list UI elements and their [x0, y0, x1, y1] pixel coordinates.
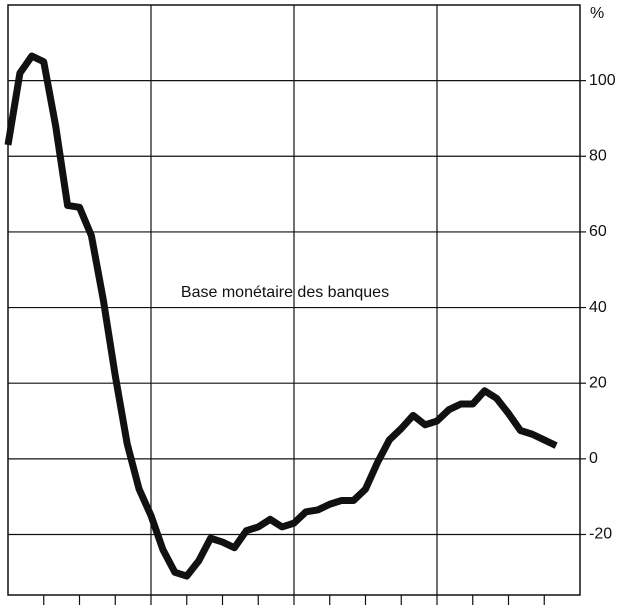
y-tick-label: 0	[589, 450, 598, 467]
data-line	[4, 52, 558, 580]
y-tick-label: -20	[589, 526, 612, 543]
y-tick-label: 100	[589, 72, 616, 89]
y-tick-label: 20	[589, 374, 607, 391]
y-tick-label: 80	[589, 148, 607, 165]
y-tick-label: 40	[589, 299, 607, 316]
y-tick-label: 60	[589, 223, 607, 240]
annotation: Base monétaire des banques	[181, 284, 389, 301]
y-axis-label: %	[590, 5, 604, 22]
